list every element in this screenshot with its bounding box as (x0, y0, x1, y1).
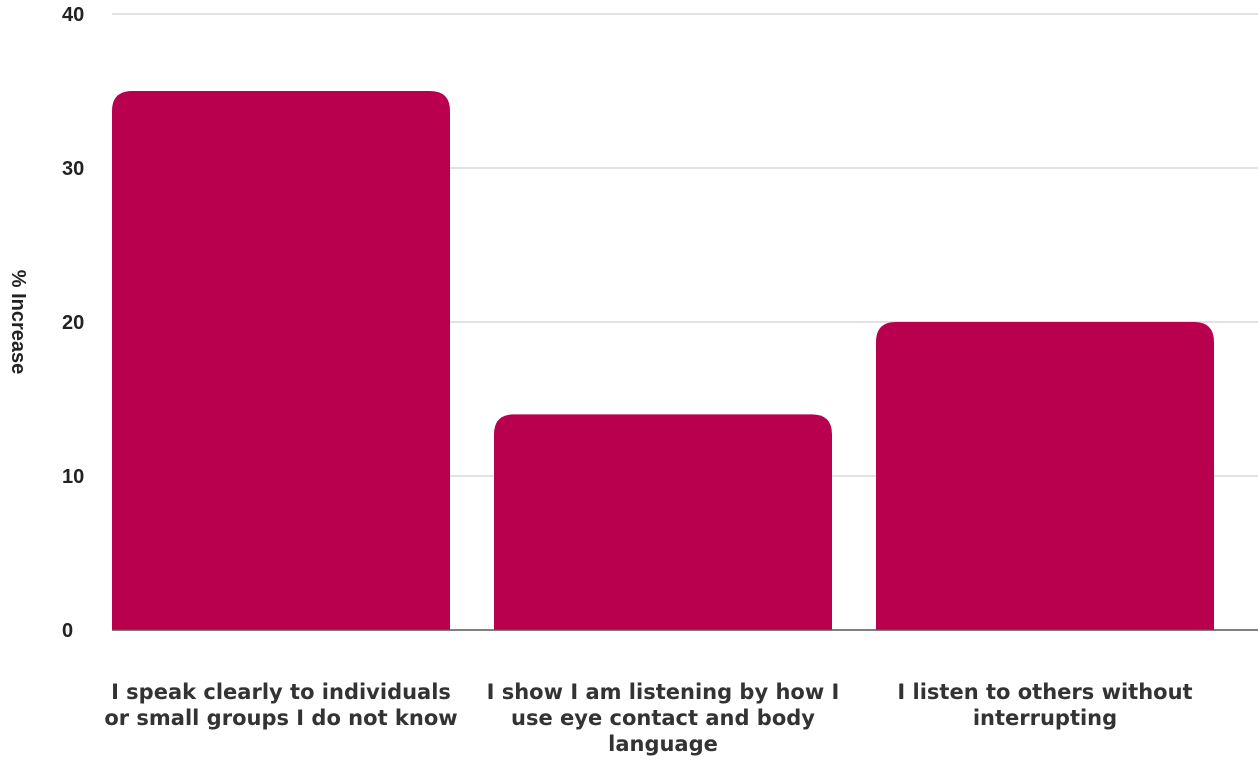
y-axis-label: % Increase (7, 270, 29, 375)
bar (876, 322, 1214, 630)
bar (494, 414, 832, 630)
bars (112, 91, 1214, 630)
y-tick-label: 10 (62, 466, 84, 488)
y-tick-label: 0 (62, 620, 73, 642)
y-tick-label: 30 (62, 158, 84, 180)
x-category-label: I show I am listening by how I use eye c… (486, 680, 840, 756)
y-axis-ticks: 0 10 20 30 40 (62, 4, 84, 642)
y-tick-label: 20 (62, 312, 84, 334)
y-tick-label: 40 (62, 4, 84, 26)
x-category-label: I listen to others without interrupting (897, 680, 1193, 730)
bar (112, 91, 450, 630)
x-category-label: I speak clearly to individuals or small … (104, 680, 458, 730)
